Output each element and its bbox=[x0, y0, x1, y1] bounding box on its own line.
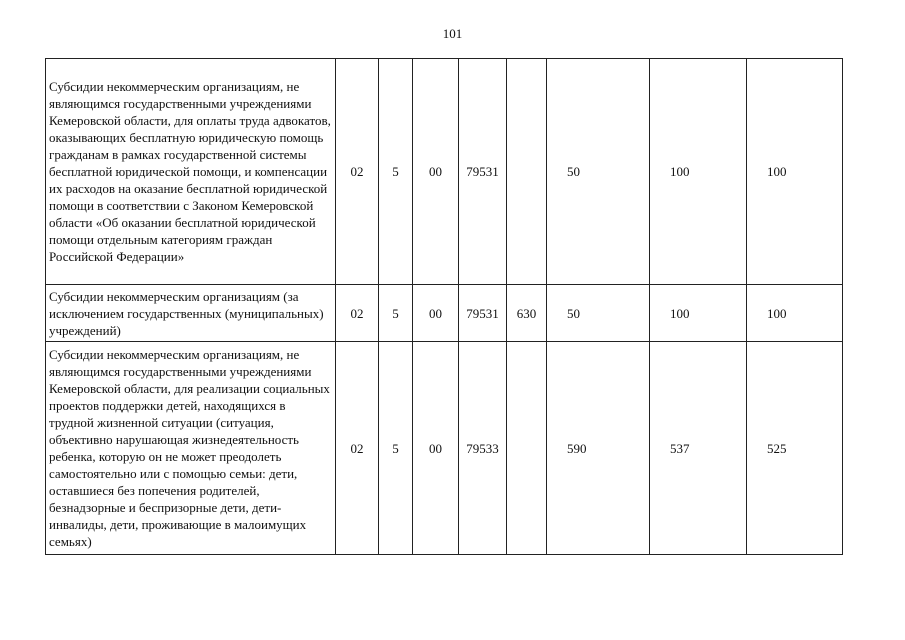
table-row: Субсидии некоммерческим организациям, не… bbox=[45, 341, 843, 555]
amount-year-2: 100 bbox=[649, 284, 747, 342]
target-item-code: 79531 bbox=[458, 284, 507, 342]
amount-year-3: 100 bbox=[746, 58, 843, 285]
section-code: 02 bbox=[335, 284, 379, 342]
target-item-code: 79531 bbox=[458, 58, 507, 285]
expense-type-code: 630 bbox=[506, 284, 547, 342]
amount-year-1: 590 bbox=[546, 341, 650, 555]
expense-type-code bbox=[506, 58, 547, 285]
page-number: 101 bbox=[442, 26, 463, 41]
row-description: Субсидии некоммерческим организациям, не… bbox=[45, 58, 336, 285]
amount-year-2: 100 bbox=[649, 58, 747, 285]
amount-year-1: 50 bbox=[546, 58, 650, 285]
row-description: Субсидии некоммерческим организациям, не… bbox=[45, 341, 336, 555]
subsection-code: 5 bbox=[378, 284, 413, 342]
amount-year-3: 100 bbox=[746, 284, 843, 342]
section-code: 02 bbox=[335, 341, 379, 555]
amount-year-2: 537 bbox=[649, 341, 747, 555]
subsection-code: 5 bbox=[378, 341, 413, 555]
section-code: 02 bbox=[335, 58, 379, 285]
target-item-code: 79533 bbox=[458, 341, 507, 555]
subsection-code: 5 bbox=[378, 58, 413, 285]
row-description: Субсидии некоммерческим организациям (за… bbox=[45, 284, 336, 342]
program-code: 00 bbox=[412, 58, 459, 285]
amount-year-3: 525 bbox=[746, 341, 843, 555]
amount-year-1: 50 bbox=[546, 284, 650, 342]
budget-table: Субсидии некоммерческим организациям, не… bbox=[45, 58, 843, 555]
program-code: 00 bbox=[412, 284, 459, 342]
expense-type-code bbox=[506, 341, 547, 555]
table-row: Субсидии некоммерческим организациям, не… bbox=[45, 58, 843, 285]
table-row: Субсидии некоммерческим организациям (за… bbox=[45, 284, 843, 342]
program-code: 00 bbox=[412, 341, 459, 555]
